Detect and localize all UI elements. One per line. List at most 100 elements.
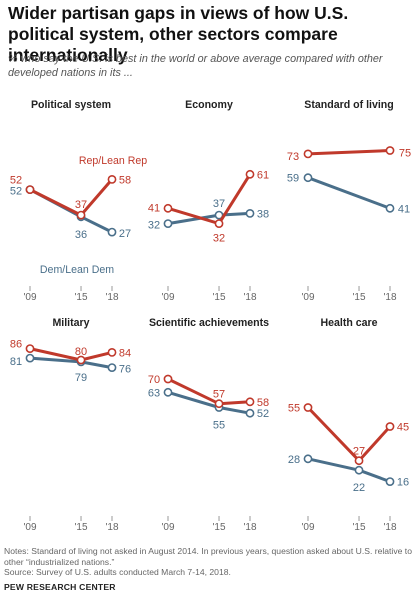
data-label-rep-health-care: 55 <box>288 403 300 415</box>
data-label-rep-scientific-achievements: 57 <box>213 389 225 401</box>
data-point-dem-health-care <box>303 454 313 464</box>
panel-title-scientific-achievements: Scientific achievements <box>149 317 269 329</box>
data-point-rep-military <box>76 355 86 365</box>
series-line-rep-political-system <box>29 178 114 217</box>
series-line-dem-military <box>29 356 113 370</box>
panel-title-standard-of-living: Standard of living <box>304 99 393 111</box>
x-tick-label-health-care: '15 <box>352 522 365 533</box>
data-label-dem-health-care: 28 <box>288 454 300 466</box>
small-multiples-chart: Political system '09 '15 '18 52 36 27 52 37 58 Rep… <box>10 99 411 533</box>
panel-title-economy: Economy <box>185 99 233 111</box>
data-label-rep-scientific-achievements: 70 <box>148 374 160 386</box>
data-label-dem-standard-of-living: 59 <box>287 173 299 185</box>
data-point-rep-military <box>25 344 35 353</box>
data-label-rep-health-care: 45 <box>397 422 409 434</box>
x-tick-label-scientific-achievements: '15 <box>212 522 225 533</box>
x-tick-label-scientific-achievements: '09 <box>161 522 174 533</box>
data-label-dem-standard-of-living: 41 <box>398 203 410 215</box>
chart-notes: Notes: Standard of living not asked in A… <box>4 546 412 567</box>
data-label-dem-military: 76 <box>119 364 131 376</box>
data-point-dem-economy <box>245 208 255 218</box>
data-point-rep-military <box>107 347 117 357</box>
data-point-dem-health-care <box>385 477 395 486</box>
x-tick-label-health-care: '18 <box>383 522 396 533</box>
data-label-dem-economy: 37 <box>213 198 225 210</box>
x-tick-label-military: '15 <box>74 522 87 533</box>
publisher-credit: PEW RESEARCH CENTER <box>4 582 116 592</box>
data-label-dem-military: 81 <box>10 356 22 368</box>
data-point-dem-health-care <box>354 465 364 475</box>
data-point-dem-standard-of-living <box>385 203 395 213</box>
data-point-rep-standard-of-living <box>385 146 395 155</box>
data-point-rep-economy <box>245 169 255 179</box>
series-line-rep-standard-of-living <box>307 149 391 156</box>
data-point-rep-political-system <box>25 185 35 194</box>
data-point-rep-health-care <box>303 403 313 412</box>
data-label-rep-military: 80 <box>75 346 87 358</box>
x-tick-label-standard-of-living: '15 <box>352 292 365 303</box>
x-tick-label-economy: '15 <box>212 292 225 303</box>
series-label-rep: Rep/Lean Rep <box>79 155 147 167</box>
data-point-dem-scientific-achievements <box>245 408 255 418</box>
chart-title: Wider partisan gaps in views of how U.S.… <box>8 3 349 65</box>
data-point-rep-scientific-achievements <box>214 399 224 409</box>
data-label-dem-scientific-achievements: 52 <box>257 408 269 420</box>
data-label-rep-political-system: 58 <box>119 174 131 186</box>
panel-title-political-system: Political system <box>31 99 111 111</box>
data-label-rep-standard-of-living: 75 <box>399 148 411 160</box>
data-point-rep-economy <box>214 219 224 228</box>
data-point-dem-military <box>25 353 35 363</box>
data-point-rep-scientific-achievements <box>163 374 173 384</box>
data-point-dem-economy <box>163 219 173 228</box>
x-tick-label-standard-of-living: '09 <box>301 292 314 303</box>
data-point-rep-economy <box>163 203 173 213</box>
data-label-rep-political-system: 37 <box>75 199 87 211</box>
data-label-dem-political-system: 36 <box>75 229 87 241</box>
chart-source: Source: Survey of U.S. adults conducted … <box>4 567 231 577</box>
x-tick-label-economy: '09 <box>161 292 174 303</box>
series-line-rep-health-care <box>306 406 392 463</box>
x-tick-label-political-system: '09 <box>23 292 36 303</box>
data-label-dem-scientific-achievements: 63 <box>148 387 160 399</box>
data-label-dem-scientific-achievements: 55 <box>213 420 225 432</box>
x-tick-label-health-care: '09 <box>301 522 314 533</box>
data-label-rep-military: 84 <box>119 347 131 359</box>
x-tick-label-military: '09 <box>23 522 36 533</box>
data-point-rep-health-care <box>385 422 395 431</box>
data-point-dem-military <box>107 363 117 372</box>
data-point-rep-scientific-achievements <box>245 397 255 407</box>
x-tick-label-economy: '18 <box>243 292 256 303</box>
data-label-rep-standard-of-living: 73 <box>287 151 299 163</box>
data-point-rep-standard-of-living <box>303 149 313 159</box>
data-label-dem-economy: 38 <box>257 208 269 220</box>
series-line-dem-health-care <box>307 457 391 484</box>
data-label-rep-economy: 32 <box>213 233 225 245</box>
data-label-rep-economy: 41 <box>148 202 160 214</box>
x-tick-label-political-system: '18 <box>105 292 118 303</box>
data-point-dem-standard-of-living <box>303 173 313 183</box>
data-label-rep-economy: 61 <box>257 169 269 181</box>
series-line-rep-scientific-achievements <box>167 377 251 406</box>
x-tick-label-political-system: '15 <box>74 292 87 303</box>
x-tick-label-scientific-achievements: '18 <box>243 522 256 533</box>
data-label-dem-military: 79 <box>75 372 87 384</box>
panel-title-military: Military <box>52 317 89 329</box>
x-tick-label-military: '18 <box>105 522 118 533</box>
data-label-rep-political-system: 52 <box>10 175 22 187</box>
series-line-dem-standard-of-living <box>307 176 391 210</box>
data-point-dem-political-system <box>107 227 117 237</box>
data-label-rep-military: 86 <box>10 339 22 351</box>
panel-title-health-care: Health care <box>320 317 377 329</box>
data-label-rep-health-care: 27 <box>353 446 365 458</box>
x-tick-label-standard-of-living: '18 <box>383 292 396 303</box>
data-label-dem-health-care: 16 <box>397 477 409 489</box>
data-point-dem-scientific-achievements <box>163 387 173 397</box>
data-label-dem-health-care: 22 <box>353 482 365 494</box>
data-label-dem-political-system: 52 <box>10 186 22 198</box>
data-label-dem-economy: 32 <box>148 220 160 232</box>
data-point-rep-health-care <box>354 456 364 466</box>
chart-subtitle: % who say the U.S. is best in the world … <box>8 53 383 79</box>
data-label-rep-scientific-achievements: 58 <box>257 397 269 409</box>
data-label-dem-political-system: 27 <box>119 228 131 240</box>
series-label-dem: Dem/Lean Dem <box>40 264 114 276</box>
